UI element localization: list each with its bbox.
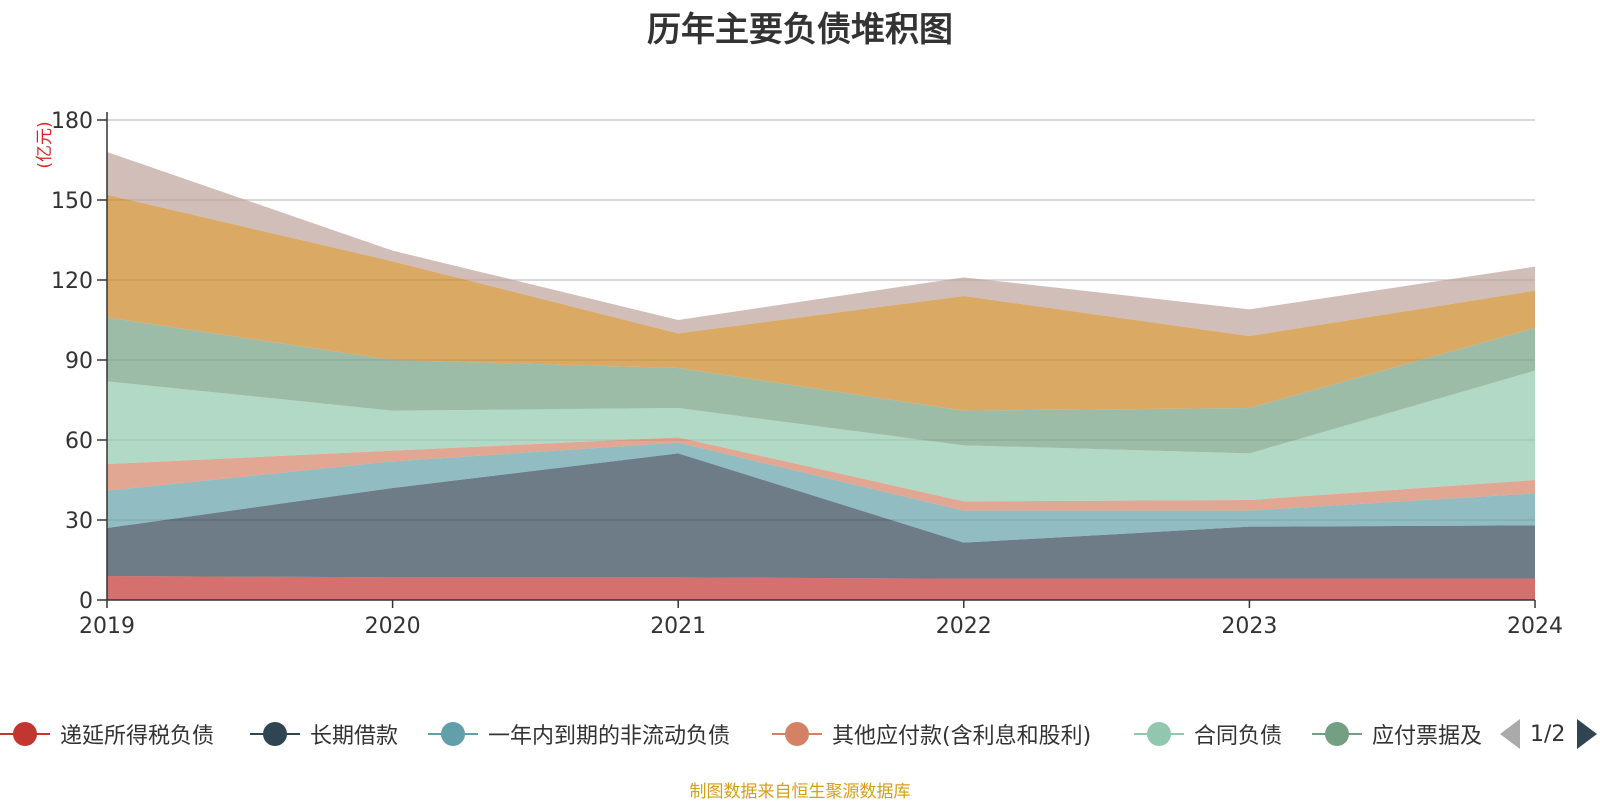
y-axis-unit-label: (亿元) [35, 121, 55, 168]
legend-marker-icon [772, 714, 822, 754]
legend-item[interactable]: 一年内到期的非流动负债 [428, 714, 730, 754]
legend-item-label: 其他应付款(含利息和股利) [832, 724, 1092, 749]
y-tick-label: 60 [65, 429, 93, 454]
x-tick-label: 2020 [365, 614, 421, 639]
area-series-1 [107, 453, 1535, 579]
y-tick-label: 0 [79, 589, 93, 614]
legend: 递延所得税负债 长期借款 一年内到期的非流动负债 其他应付款(含利息和股利) 合同负债 应… [0, 714, 1600, 754]
legend-item-label: 合同负债 [1194, 724, 1283, 749]
legend-item[interactable]: 合同负债 [1134, 714, 1282, 754]
source-note: 制图数据来自恒生聚源数据库 [689, 782, 911, 802]
stacked-area-chart: 0 30 60 90 120 150 180 2019 2020 2021 2022 2023 2024… [35, 109, 1563, 639]
y-tick-label: 90 [65, 349, 93, 374]
legend-marker-icon [428, 714, 478, 754]
legend-marker-icon [250, 714, 300, 754]
legend-marker-icon [1312, 714, 1362, 754]
legend-prev-page-icon[interactable] [1500, 719, 1520, 749]
axes: 0 30 60 90 120 150 180 2019 2020 2021 2022 2023 2024 [51, 109, 1563, 639]
y-tick-label: 180 [51, 109, 93, 134]
x-tick-label: 2024 [1507, 614, 1563, 639]
legend-item[interactable]: 应付票据及 [1312, 714, 1482, 754]
area-series-3 [107, 437, 1535, 511]
y-tick-label: 120 [51, 269, 93, 294]
legend-item[interactable]: 递延所得税负债 [0, 714, 214, 754]
x-tick-label: 2023 [1221, 614, 1277, 639]
legend-item-label: 长期借款 [310, 724, 399, 749]
legend-item[interactable]: 其他应付款(含利息和股利) [772, 714, 1091, 754]
legend-item-label: 一年内到期的非流动负债 [488, 724, 731, 749]
area-series-5 [107, 317, 1535, 454]
legend-items: 递延所得税负债 长期借款 一年内到期的非流动负债 其他应付款(含利息和股利) 合同负债 应… [0, 714, 1490, 754]
legend-marker-icon [0, 714, 50, 754]
legend-page-indicator: 1/2 [1530, 721, 1566, 747]
legend-item[interactable]: 长期借款 [250, 714, 398, 754]
legend-marker-icon [1134, 714, 1184, 754]
legend-pager: 1/2 [1500, 714, 1598, 754]
x-tick-label: 2021 [650, 614, 706, 639]
area-series-0 [107, 576, 1535, 600]
area-series-6 [107, 194, 1535, 411]
legend-next-page-icon[interactable] [1577, 719, 1598, 749]
legend-item-label: 应付票据及 [1372, 724, 1483, 749]
legend-item-label: 递延所得税负债 [60, 724, 215, 749]
area-series-group [107, 152, 1535, 600]
x-tick-label: 2022 [936, 614, 992, 639]
area-series-2 [107, 442, 1535, 543]
area-series-4 [107, 370, 1535, 502]
chart-title: 历年主要负债堆积图 [647, 10, 953, 50]
y-tick-label: 150 [51, 189, 93, 214]
y-tick-label: 30 [65, 509, 93, 534]
x-tick-label: 2019 [79, 614, 135, 639]
area-series-7 [107, 152, 1535, 336]
